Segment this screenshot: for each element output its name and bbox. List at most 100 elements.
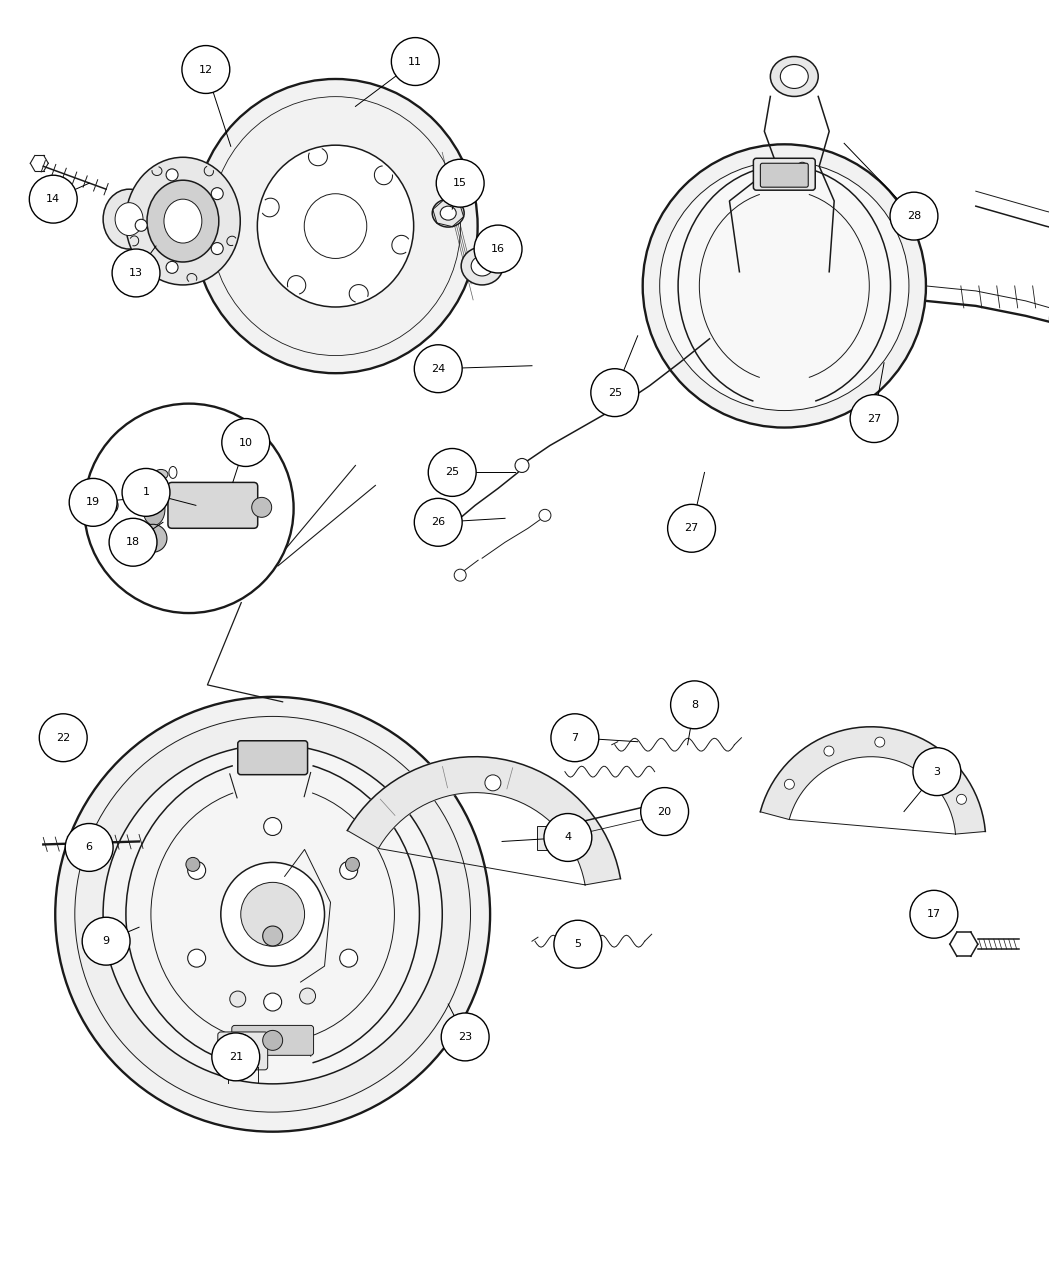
Circle shape [69,478,118,527]
Circle shape [824,746,834,756]
Circle shape [340,862,358,880]
Ellipse shape [103,189,155,249]
Circle shape [103,745,442,1084]
Circle shape [135,219,147,231]
Circle shape [784,779,795,789]
Text: 25: 25 [445,468,459,477]
Ellipse shape [62,733,84,750]
Circle shape [139,524,167,552]
FancyBboxPatch shape [760,163,808,187]
Text: 22: 22 [56,733,70,743]
Text: 12: 12 [198,65,213,74]
Circle shape [109,519,158,566]
Polygon shape [760,727,985,834]
Circle shape [485,775,501,790]
Circle shape [850,395,898,442]
Circle shape [544,813,592,862]
Circle shape [643,144,926,427]
Circle shape [211,187,224,200]
Ellipse shape [257,145,414,307]
FancyBboxPatch shape [217,1031,268,1070]
Circle shape [957,794,966,805]
Ellipse shape [164,199,202,244]
Circle shape [212,1033,259,1081]
Circle shape [188,862,206,880]
Ellipse shape [126,157,240,284]
Ellipse shape [108,499,118,513]
Text: 4: 4 [564,833,571,843]
Text: 28: 28 [907,212,921,221]
Text: 20: 20 [657,807,672,816]
Circle shape [436,159,484,207]
Circle shape [82,917,130,965]
Circle shape [299,988,316,1003]
FancyBboxPatch shape [754,158,815,190]
Text: 15: 15 [454,179,467,189]
Ellipse shape [771,56,818,97]
Text: 21: 21 [229,1052,243,1062]
Circle shape [65,824,113,871]
Circle shape [910,890,958,938]
Text: 16: 16 [491,244,505,254]
Text: 10: 10 [238,437,253,448]
Text: 17: 17 [927,909,941,919]
Circle shape [923,755,933,765]
Ellipse shape [471,256,493,275]
FancyBboxPatch shape [168,482,257,528]
Text: 3: 3 [933,766,941,776]
Circle shape [264,993,281,1011]
Circle shape [890,193,938,240]
Circle shape [75,717,470,1112]
Circle shape [797,162,807,172]
Circle shape [875,737,885,747]
Circle shape [264,817,281,835]
Circle shape [186,857,200,871]
Circle shape [415,499,462,546]
Text: 19: 19 [86,497,100,507]
Circle shape [122,468,170,516]
Circle shape [551,714,598,761]
Circle shape [262,1030,282,1051]
Ellipse shape [780,65,808,88]
Circle shape [188,949,206,968]
Circle shape [220,862,324,966]
Ellipse shape [169,467,176,478]
Ellipse shape [304,194,366,259]
Ellipse shape [116,203,143,236]
FancyBboxPatch shape [537,826,556,850]
Text: 11: 11 [408,56,422,66]
Circle shape [252,497,272,518]
Ellipse shape [147,180,218,261]
Circle shape [455,569,466,581]
Circle shape [659,162,909,411]
Ellipse shape [193,79,478,374]
Circle shape [516,459,529,473]
Circle shape [912,747,961,796]
Circle shape [84,404,294,613]
Text: 8: 8 [691,700,698,710]
Circle shape [392,37,439,85]
Circle shape [39,714,87,761]
Ellipse shape [154,469,168,479]
Ellipse shape [461,247,503,284]
Ellipse shape [68,738,78,745]
FancyBboxPatch shape [237,741,308,775]
Text: 24: 24 [432,363,445,374]
Text: 7: 7 [571,733,579,743]
Circle shape [230,991,246,1007]
Text: 18: 18 [126,537,140,547]
Circle shape [554,921,602,968]
Text: 9: 9 [103,936,109,946]
Ellipse shape [143,493,165,525]
Polygon shape [348,756,621,885]
Circle shape [211,242,224,255]
Circle shape [441,1014,489,1061]
Circle shape [428,449,476,496]
Circle shape [262,926,282,946]
Circle shape [640,788,689,835]
Text: 13: 13 [129,268,143,278]
Text: 27: 27 [685,523,698,533]
Circle shape [56,697,490,1132]
Circle shape [166,168,179,181]
Circle shape [222,418,270,467]
